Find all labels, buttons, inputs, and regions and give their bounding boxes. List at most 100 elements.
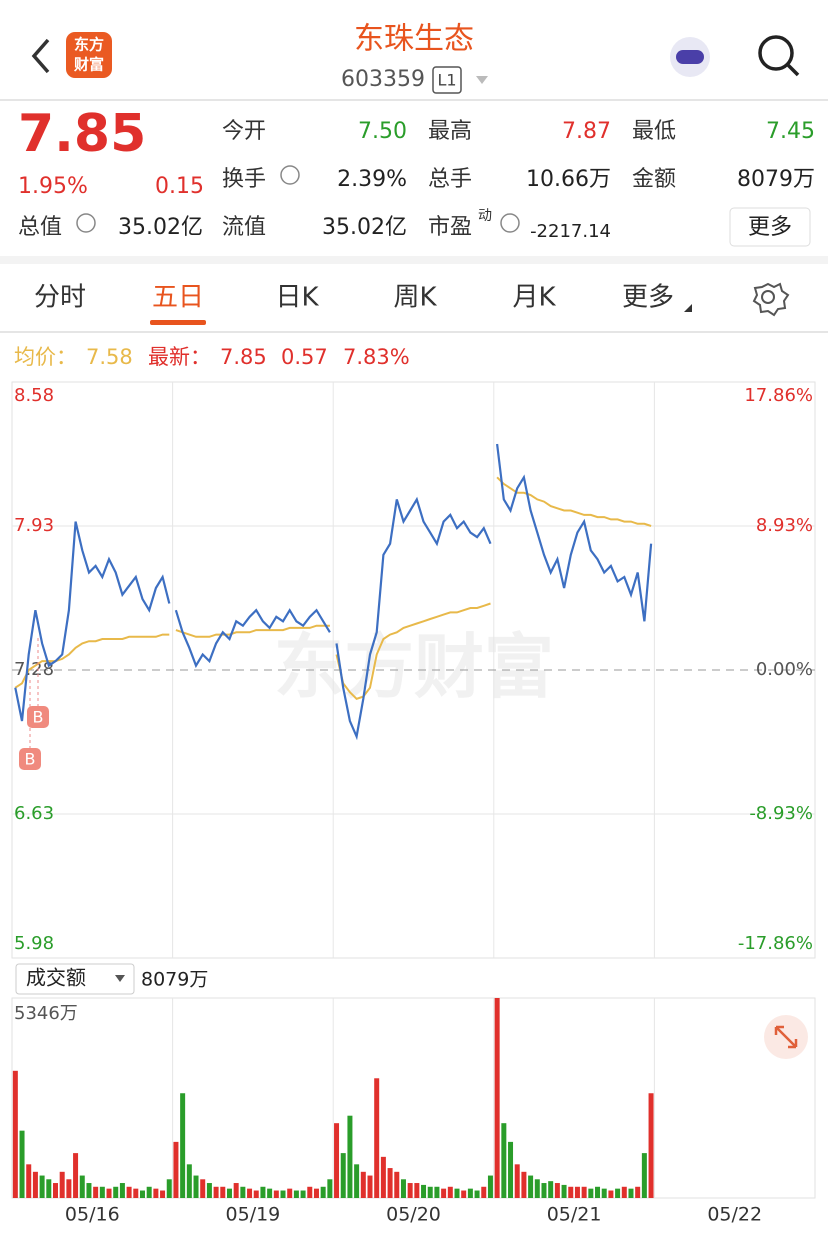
volume-bar <box>595 1186 601 1198</box>
stat-value: -2217.14 <box>530 221 611 242</box>
volume-bar <box>514 1164 520 1198</box>
y2-tick-label: 17.86% <box>744 385 813 406</box>
volume-bar <box>374 1078 380 1198</box>
volume-frame <box>11 997 816 1199</box>
tab[interactable]: 更多 <box>622 283 674 313</box>
x-tick-label: 05/22 <box>707 1204 762 1226</box>
price-line <box>335 496 492 741</box>
volume-bar <box>454 1188 460 1198</box>
volume-total: 8079万 <box>141 969 208 991</box>
volume-bar <box>648 1093 654 1198</box>
settings-icon[interactable] <box>752 282 790 317</box>
stat-label: 市盈 <box>428 215 472 240</box>
volume-bar <box>367 1175 373 1198</box>
search-icon[interactable] <box>758 35 794 71</box>
info-icon[interactable] <box>280 165 300 185</box>
volume-bar <box>153 1188 159 1198</box>
volume-bar <box>52 1183 58 1198</box>
volume-bar <box>467 1188 473 1198</box>
volume-bar <box>608 1190 614 1198</box>
volume-bar <box>133 1188 139 1198</box>
volume-selector-text[interactable]: 成交额 <box>26 966 86 990</box>
volume-bar <box>561 1184 567 1198</box>
volume-max-label: 5346万 <box>14 1003 78 1024</box>
tab[interactable]: 五日 <box>152 283 204 313</box>
level-badge <box>432 66 462 94</box>
tab[interactable]: 月K <box>512 283 556 313</box>
volume-bar <box>628 1188 634 1198</box>
expand-icon <box>774 1025 798 1049</box>
volume-bar <box>113 1186 119 1198</box>
info-icon[interactable] <box>500 213 520 233</box>
stat-value: 35.02亿 <box>322 215 407 240</box>
volume-selector[interactable] <box>15 963 135 995</box>
volume-bar <box>126 1186 132 1198</box>
x-tick-label: 05/19 <box>226 1204 281 1226</box>
dropdown-icon[interactable] <box>476 76 488 84</box>
buy-marker <box>19 748 41 770</box>
volume-bar <box>46 1179 52 1198</box>
avg-line <box>335 602 491 700</box>
y2-tick-label: 8.93% <box>756 515 813 536</box>
volume-bar <box>66 1179 72 1198</box>
last-label: 最新： <box>148 345 211 369</box>
volume-bar <box>481 1186 487 1198</box>
volume-bar <box>501 1123 507 1198</box>
last-value: 7.85 <box>220 345 267 369</box>
stat-label: 总值 <box>18 215 62 240</box>
volume-bar <box>260 1186 266 1198</box>
volume-bar <box>226 1188 232 1198</box>
volume-bar <box>588 1188 594 1198</box>
tab-underline <box>150 320 206 325</box>
tab[interactable]: 分时 <box>34 283 86 313</box>
y-tick-label: 8.58 <box>14 385 54 406</box>
more-button[interactable] <box>729 207 811 247</box>
buy-marker <box>27 706 49 728</box>
back-button[interactable] <box>31 38 50 74</box>
x-tick-label: 05/21 <box>547 1204 602 1226</box>
logo <box>66 32 112 78</box>
volume-bar <box>220 1186 226 1198</box>
last-change-pct: 7.83% <box>343 345 410 369</box>
volume-bar <box>247 1188 253 1198</box>
volume-bar <box>387 1168 393 1198</box>
volume-bar <box>434 1186 440 1198</box>
volume-bar <box>146 1186 152 1198</box>
volume-bar <box>139 1190 145 1198</box>
volume-bar <box>581 1186 587 1198</box>
volume-bar <box>621 1186 627 1198</box>
volume-bar <box>508 1141 514 1198</box>
price: 7.85 <box>18 104 146 164</box>
y-tick-label: 7.93 <box>14 515 54 536</box>
volume-bar <box>320 1186 326 1198</box>
y2-tick-label: -8.93% <box>749 803 813 824</box>
volume-bar <box>447 1186 453 1198</box>
stat-value: 7.45 <box>766 119 815 144</box>
tab[interactable]: 日K <box>275 283 319 313</box>
volume-bar <box>340 1153 346 1198</box>
avg-value: 7.58 <box>86 345 133 369</box>
volume-bar <box>334 1123 340 1198</box>
logo-text: 东方 <box>74 36 104 54</box>
volume-bar <box>160 1190 166 1198</box>
volume-bar <box>427 1186 433 1198</box>
last-change: 0.57 <box>281 345 328 369</box>
stock-name: 东珠生态 <box>354 22 474 57</box>
volume-bar <box>200 1179 206 1198</box>
volume-bar <box>86 1183 92 1198</box>
stock-code: 603359 <box>341 67 425 92</box>
change: 0.15 <box>155 174 204 199</box>
volume-bar <box>313 1188 319 1198</box>
y-tick-label: 5.98 <box>14 933 54 954</box>
stat-label: 流值 <box>222 215 266 240</box>
stat-label: 最高 <box>428 119 472 144</box>
tab[interactable]: 周K <box>393 283 437 313</box>
info-icon[interactable] <box>76 213 96 233</box>
buy-marker-text: B <box>25 750 36 769</box>
volume-bar <box>166 1179 172 1198</box>
avg-line <box>175 624 330 638</box>
volume-bar <box>119 1183 125 1198</box>
volume-bar <box>99 1186 105 1198</box>
more-text[interactable]: 更多 <box>748 215 792 240</box>
volume-bar <box>180 1093 186 1198</box>
